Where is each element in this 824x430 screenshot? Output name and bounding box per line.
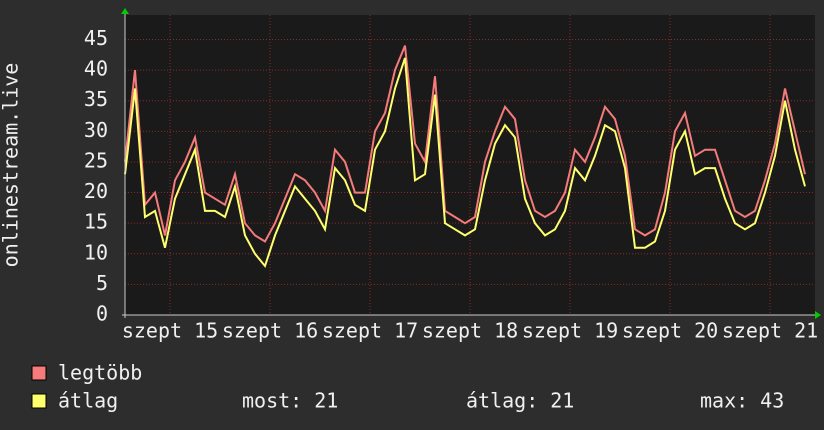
- y-axis-label: onlinestream.live: [0, 63, 23, 268]
- y-tick-label: 35: [84, 87, 108, 111]
- x-tick-label: szept 20: [622, 319, 718, 343]
- y-tick-label: 10: [84, 240, 108, 264]
- stat-value: 43: [760, 389, 784, 413]
- series-line: [124, 57, 806, 269]
- y-tick-label: 5: [96, 271, 108, 295]
- y-tick-label: 0: [96, 302, 108, 326]
- x-tick-label: szept 17: [322, 319, 418, 343]
- y-tick-label: 45: [84, 26, 108, 50]
- y-tick-label: 40: [84, 57, 108, 81]
- plot: [124, 15, 815, 316]
- legend-label: legtöbb: [58, 361, 142, 385]
- series-line: [124, 45, 806, 243]
- x-tick-label: szept 21: [722, 319, 818, 343]
- stat-label: most:: [242, 389, 302, 413]
- stat-label: max:: [700, 389, 748, 413]
- stat-value: 21: [314, 389, 338, 413]
- stat-label: átlag:: [466, 389, 538, 413]
- x-tick-label: szept 15: [122, 319, 218, 343]
- x-axis-arrow: [815, 311, 821, 319]
- legend-swatch: [31, 393, 47, 409]
- y-tick-label: 20: [84, 179, 108, 203]
- x-tick-label: szept 19: [522, 319, 618, 343]
- y-tick-label: 15: [84, 210, 108, 234]
- x-tick-label: szept 16: [222, 319, 318, 343]
- x-tick-label: szept 18: [422, 319, 518, 343]
- stat-value: 21: [550, 389, 574, 413]
- legend-label: átlag: [58, 389, 118, 413]
- y-tick-label: 25: [84, 148, 108, 172]
- legend-swatch: [31, 365, 47, 381]
- y-tick-label: 30: [84, 118, 108, 142]
- y-axis-arrow: [121, 8, 129, 14]
